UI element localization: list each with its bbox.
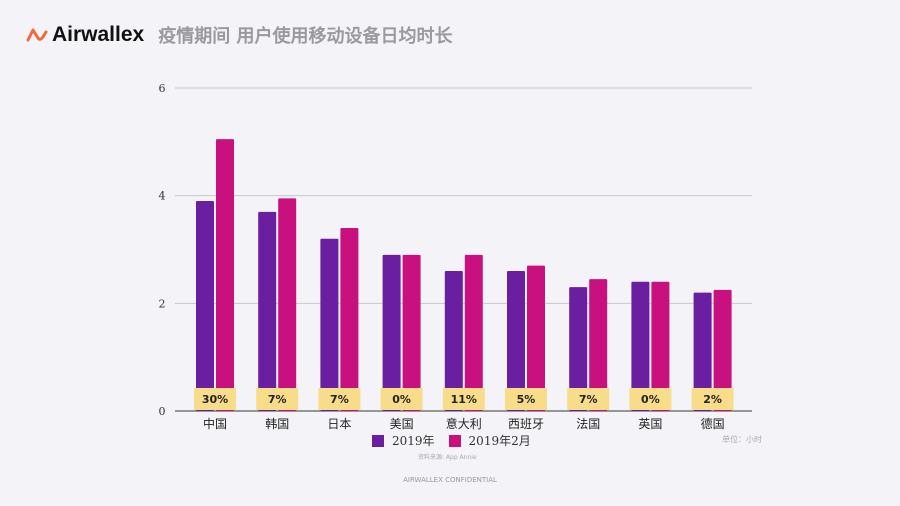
x-tick-label: 韩国 [265, 416, 289, 431]
change-label: 7% [330, 393, 349, 406]
brand-name: Airwallex [52, 23, 145, 46]
change-label-box [380, 388, 423, 410]
x-tick-label: 德国 [701, 416, 725, 431]
x-tick-label: 法国 [576, 417, 600, 431]
change-label: 0% [392, 393, 411, 406]
change-label-box [194, 388, 236, 410]
bar-2019-feb [340, 227, 359, 411]
page-title: 疫情期间 用户使用移动设备日均时长 [158, 26, 453, 47]
bar-2019-feb [713, 289, 732, 411]
bar-2019 [320, 238, 339, 411]
x-tick-label: 日本 [327, 417, 351, 431]
bar-2019 [258, 211, 277, 411]
bar-2019-feb [216, 139, 234, 411]
change-label-box [629, 388, 672, 410]
change-label: 0% [641, 393, 660, 406]
bar-2019-feb [651, 281, 670, 411]
change-label: 5% [517, 393, 536, 406]
legend-label: 2019年 [392, 434, 435, 448]
y-tick-label: 4 [159, 190, 166, 203]
change-label: 7% [268, 393, 287, 406]
bar-2019-feb [278, 198, 297, 411]
x-tick-label: 意大利 [446, 416, 482, 431]
change-label-box [505, 388, 547, 410]
bar-2019-feb [402, 254, 421, 411]
bar-2019-feb [527, 265, 545, 411]
legend-item-2019: 2019年 [372, 432, 435, 449]
bar-2019 [507, 271, 525, 411]
bar-2019 [196, 201, 214, 411]
x-tick-label: 中国 [203, 416, 227, 431]
bar-2019 [382, 254, 401, 411]
confidential-footer: AIRWALLEX CONFIDENTIAL [403, 476, 497, 484]
bar-2019 [444, 271, 463, 411]
change-label: 2% [703, 393, 722, 406]
bar-2019 [693, 292, 712, 411]
change-label-box [256, 388, 299, 410]
legend-label: 2019年2月 [468, 434, 531, 448]
change-label: 11% [451, 393, 477, 406]
source-note: 资料来源: App Annie [418, 454, 477, 461]
x-tick-label: 西班牙 [508, 417, 544, 431]
change-label: 30% [202, 393, 228, 406]
y-tick-label: 2 [159, 297, 166, 310]
bar-2019-feb [464, 254, 483, 411]
header: Airwallex 疫情期间 用户使用移动设备日均时长 [26, 22, 452, 48]
change-label: 7% [579, 393, 598, 406]
legend-swatch [372, 435, 384, 447]
legend-swatch [448, 435, 461, 447]
y-tick-label: 0 [159, 405, 166, 418]
legend-item-2019-feb: 2019年2月 [448, 432, 531, 449]
change-label-box [691, 388, 734, 410]
change-label-box [567, 388, 610, 410]
x-tick-label: 美国 [390, 417, 414, 431]
bar-2019 [631, 281, 650, 411]
change-label-box [318, 388, 361, 410]
bar-2019-feb [589, 279, 608, 411]
unit-note: 单位：小时 [722, 435, 762, 444]
airwallex-logo-icon [26, 28, 48, 42]
legend: 2019年 2019年2月 [372, 432, 531, 449]
bar-2019 [569, 287, 588, 411]
change-label-box [442, 388, 485, 410]
y-tick-label: 6 [159, 82, 166, 95]
x-tick-label: 英国 [638, 417, 662, 431]
